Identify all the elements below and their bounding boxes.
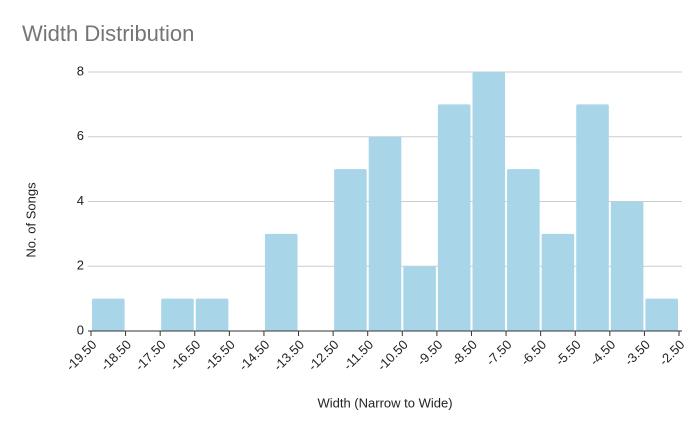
- x-tick-label: -6.50: [518, 337, 550, 369]
- bar: [368, 136, 402, 331]
- bar: [264, 233, 298, 331]
- x-tick-label: -11.50: [340, 337, 376, 373]
- x-tick-label: -15.50: [201, 337, 238, 374]
- y-tick-label: 0: [77, 322, 84, 337]
- x-tick-label: -18.50: [97, 337, 134, 374]
- bar: [437, 104, 471, 331]
- bar: [334, 169, 367, 331]
- x-tick-label: -10.50: [374, 337, 411, 374]
- bar: [92, 298, 125, 331]
- bar: [195, 298, 229, 331]
- y-tick-label: 2: [77, 258, 84, 273]
- x-tick-label: -19.50: [63, 337, 100, 374]
- y-tick-label: 8: [77, 63, 84, 78]
- x-tick-label: -8.50: [448, 337, 480, 369]
- x-tick-label: -4.50: [587, 337, 619, 369]
- x-tick-label: -5.50: [552, 337, 584, 369]
- bar: [541, 233, 575, 331]
- x-tick-label: -3.50: [621, 337, 653, 369]
- x-tick-label: -17.50: [132, 337, 169, 374]
- x-tick-label: -7.50: [483, 337, 515, 369]
- x-tick-label: -14.50: [236, 337, 273, 374]
- bar: [507, 169, 540, 331]
- x-tick-label: -12.50: [305, 337, 342, 374]
- bar: [576, 104, 609, 331]
- x-tick-label: -13.50: [270, 337, 307, 374]
- x-tick-label: -9.50: [414, 337, 446, 369]
- bar: [645, 298, 678, 331]
- x-tick-label: -2.50: [656, 337, 688, 369]
- bar: [472, 72, 506, 331]
- bar: [403, 266, 436, 331]
- x-axis-label: Width (Narrow to Wide): [317, 395, 452, 410]
- y-tick-label: 4: [77, 193, 84, 208]
- y-tick-label: 6: [77, 128, 84, 143]
- chart-title: Width Distribution: [22, 21, 194, 46]
- y-axis-label: No. of Songs: [23, 182, 38, 258]
- x-tick-label: -16.50: [167, 337, 204, 374]
- bar: [610, 201, 644, 331]
- bar: [161, 298, 194, 331]
